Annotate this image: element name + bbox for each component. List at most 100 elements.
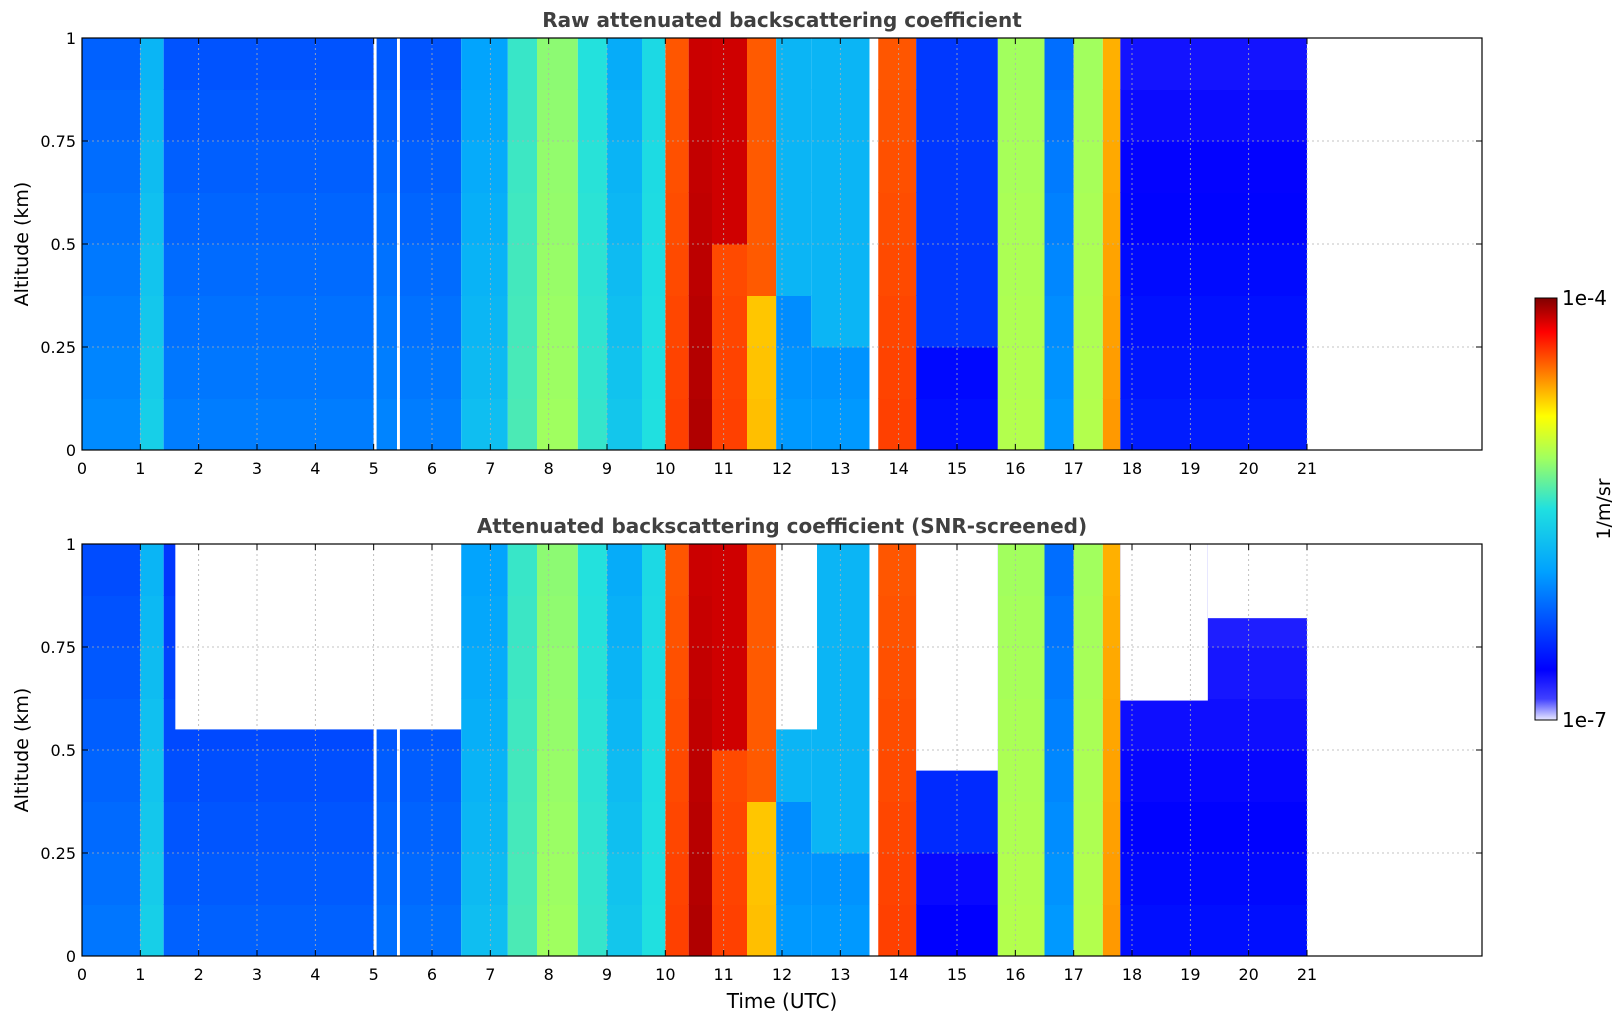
heatmap-cell [665, 595, 689, 648]
screened-out-region [916, 544, 998, 771]
x-tick-label: 15 [947, 459, 967, 478]
heatmap-cell [537, 244, 578, 296]
x-tick-label: 3 [252, 965, 262, 984]
colorbar-unit-label: 1/m/sr [1593, 478, 1615, 539]
y-tick-label: 0.5 [51, 235, 76, 254]
heatmap-cell [507, 398, 537, 451]
heatmap-cell [373, 801, 377, 854]
heatmap-cell [140, 347, 164, 399]
heatmap-cell [82, 244, 141, 296]
heatmap-cell [878, 595, 917, 648]
heatmap-cell [776, 38, 812, 90]
heatmap-cell [997, 698, 1045, 751]
heatmap-cell [140, 141, 164, 193]
heatmap-cell [461, 544, 508, 596]
heatmap-cell [140, 544, 164, 596]
heatmap-cell [607, 544, 642, 596]
heatmap-cell [373, 192, 377, 245]
heatmap-cell [1073, 544, 1103, 596]
heatmap-cell [461, 347, 508, 399]
x-tick-label: 8 [544, 965, 554, 984]
heatmap-cell [665, 853, 689, 905]
heatmap-cell [642, 192, 666, 245]
heatmap-cell [642, 698, 666, 751]
x-tick-label: 9 [602, 459, 612, 478]
heatmap-cell [537, 398, 578, 451]
heatmap-cell [997, 347, 1045, 399]
heatmap-cell [399, 244, 462, 296]
heatmap-cell [373, 38, 377, 90]
heatmap-cell [163, 398, 374, 451]
heatmap-cell [997, 89, 1045, 142]
heatmap-cell [747, 853, 777, 905]
heatmap-cell [607, 295, 642, 348]
x-tick-label: 17 [1063, 459, 1083, 478]
heatmap-cell [376, 295, 397, 348]
heatmap-cell [1073, 192, 1103, 245]
heatmap-cell [1044, 698, 1074, 751]
heatmap-cell [1044, 244, 1074, 296]
heatmap-cell [1073, 141, 1103, 193]
heatmap-cell [397, 398, 400, 451]
heatmap-cell [376, 89, 397, 142]
x-tick-label: 7 [485, 965, 495, 984]
x-tick-label: 3 [252, 459, 262, 478]
heatmap-cell [577, 141, 607, 193]
heatmap-cell [688, 89, 712, 142]
heatmap-cell [577, 853, 607, 905]
heatmap-cell [642, 141, 666, 193]
heatmap-cell [665, 647, 689, 699]
heatmap-cell [140, 647, 164, 699]
panel-raw-y-axis-label: Altitude (km) [11, 182, 33, 307]
heatmap-cell [776, 295, 812, 348]
heatmap-cell [712, 347, 747, 399]
colorbar: 1e-4 1e-7 1/m/sr [1534, 286, 1615, 732]
heatmap-cell [997, 801, 1045, 854]
heatmap-cell [140, 38, 164, 90]
heatmap-cell [577, 698, 607, 751]
heatmap-cell [1120, 192, 1307, 245]
y-tick-label: 0.5 [51, 741, 76, 760]
heatmap-cell [712, 192, 747, 245]
heatmap-cell [461, 38, 508, 90]
heatmap-cell [712, 244, 747, 296]
heatmap-cell [665, 698, 689, 751]
heatmap-cell [507, 192, 537, 245]
heatmap-cell [163, 38, 374, 90]
heatmap-cell [1102, 192, 1121, 245]
heatmap-cell [712, 544, 747, 596]
heatmap-cell [878, 295, 917, 348]
heatmap-cell [1102, 750, 1121, 802]
heatmap-cell [507, 750, 537, 802]
heatmap-cell [461, 853, 508, 905]
heatmap-cell [140, 398, 164, 451]
heatmap-cell [1073, 647, 1103, 699]
heatmap-cell [373, 750, 377, 802]
heatmap-cell [869, 904, 879, 957]
heatmap-cell [507, 244, 537, 296]
heatmap-cell [747, 647, 777, 699]
x-tick-label: 11 [713, 965, 733, 984]
panel-screened-x-ticks: 0 1 2 3 4 5 6 7 8 9 10 11 12 13 14 15 16 17 18 19 20 21 [77, 544, 1317, 984]
panel-raw-heatmap [82, 38, 1482, 451]
heatmap-cell [665, 398, 689, 451]
heatmap-cell [397, 801, 400, 854]
heatmap-cell [82, 192, 141, 245]
heatmap-cell [776, 853, 812, 905]
heatmap-cell [82, 38, 141, 90]
heatmap-cell [1102, 141, 1121, 193]
heatmap-cell [507, 544, 537, 596]
heatmap-cell [82, 89, 141, 142]
heatmap-cell [869, 544, 879, 596]
heatmap-cell [607, 141, 642, 193]
heatmap-cell [376, 38, 397, 90]
heatmap-cell [373, 89, 377, 142]
heatmap-cell [776, 801, 812, 854]
heatmap-cell [1120, 38, 1307, 90]
heatmap-cell [712, 698, 747, 751]
heatmap-cell [399, 89, 462, 142]
heatmap-cell [82, 853, 141, 905]
heatmap-cell [461, 647, 508, 699]
heatmap-cell [1120, 904, 1307, 957]
